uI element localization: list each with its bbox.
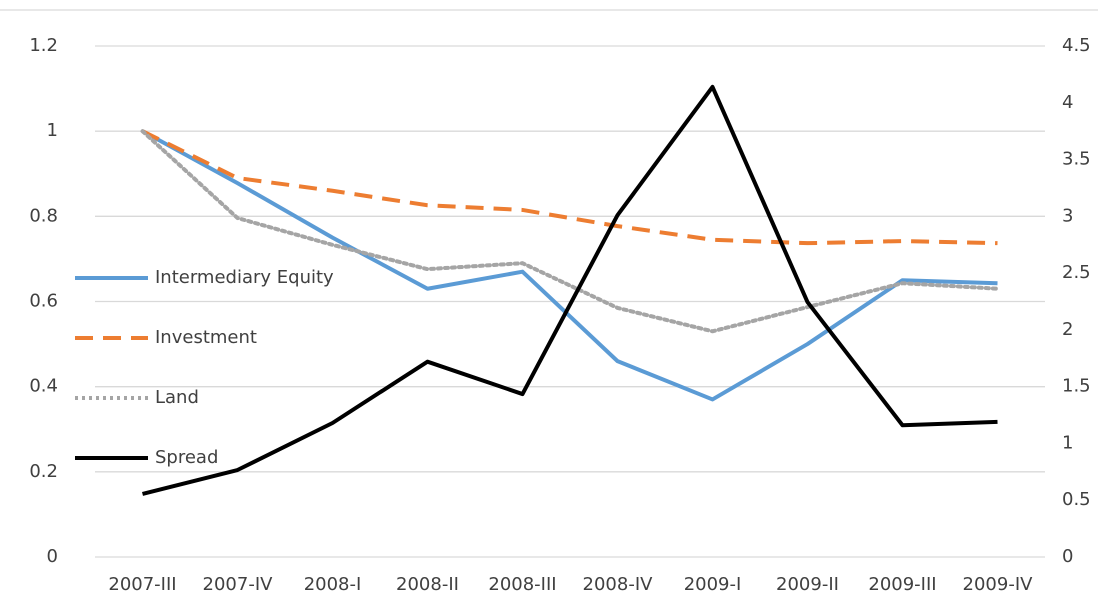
x-tick-label: 2009-II [776,574,839,595]
y2-tick-label: 0.5 [1062,489,1091,510]
y2-tick-label: 2 [1062,319,1073,340]
x-tick-label: 2009-III [868,574,936,595]
y2-tick-label: 4 [1062,92,1073,113]
legend-label: Land [155,387,199,408]
y2-tick-label: 0 [1062,546,1073,567]
series-line [141,129,998,402]
x-tick-label: 2007-III [108,574,176,595]
y2-tick-label: 2.5 [1062,262,1091,283]
x-tick-label: 2008-III [488,574,556,595]
series-line [140,129,1000,334]
y-tick-label: 0.6 [29,291,58,312]
y2-tick-label: 1.5 [1062,376,1091,397]
x-tick-label: 2009-I [684,574,742,595]
series-line [141,129,998,246]
y-tick-label: 0.4 [29,376,58,397]
x-tick-label: 2009-IV [963,574,1034,595]
x-tick-label: 2008-IV [583,574,654,595]
y-tick-label: 1 [47,120,58,141]
y2-tick-label: 4.5 [1062,35,1091,56]
y2-tick-label: 1 [1062,432,1073,453]
x-tick-label: 2008-I [304,574,362,595]
y2-tick-label: 3.5 [1062,149,1091,170]
y-tick-label: 0 [47,546,58,567]
x-tick-label: 2007-IV [203,574,274,595]
y-tick-label: 0.8 [29,205,58,226]
legend-label: Spread [155,447,218,468]
x-tick-label: 2008-II [396,574,459,595]
y-tick-label: 1.2 [29,35,58,56]
y2-tick-label: 3 [1062,205,1073,226]
legend-label: Investment [155,327,257,348]
series-line [142,84,998,496]
y-tick-label: 0.2 [29,461,58,482]
legend-label: Intermediary Equity [155,267,334,288]
